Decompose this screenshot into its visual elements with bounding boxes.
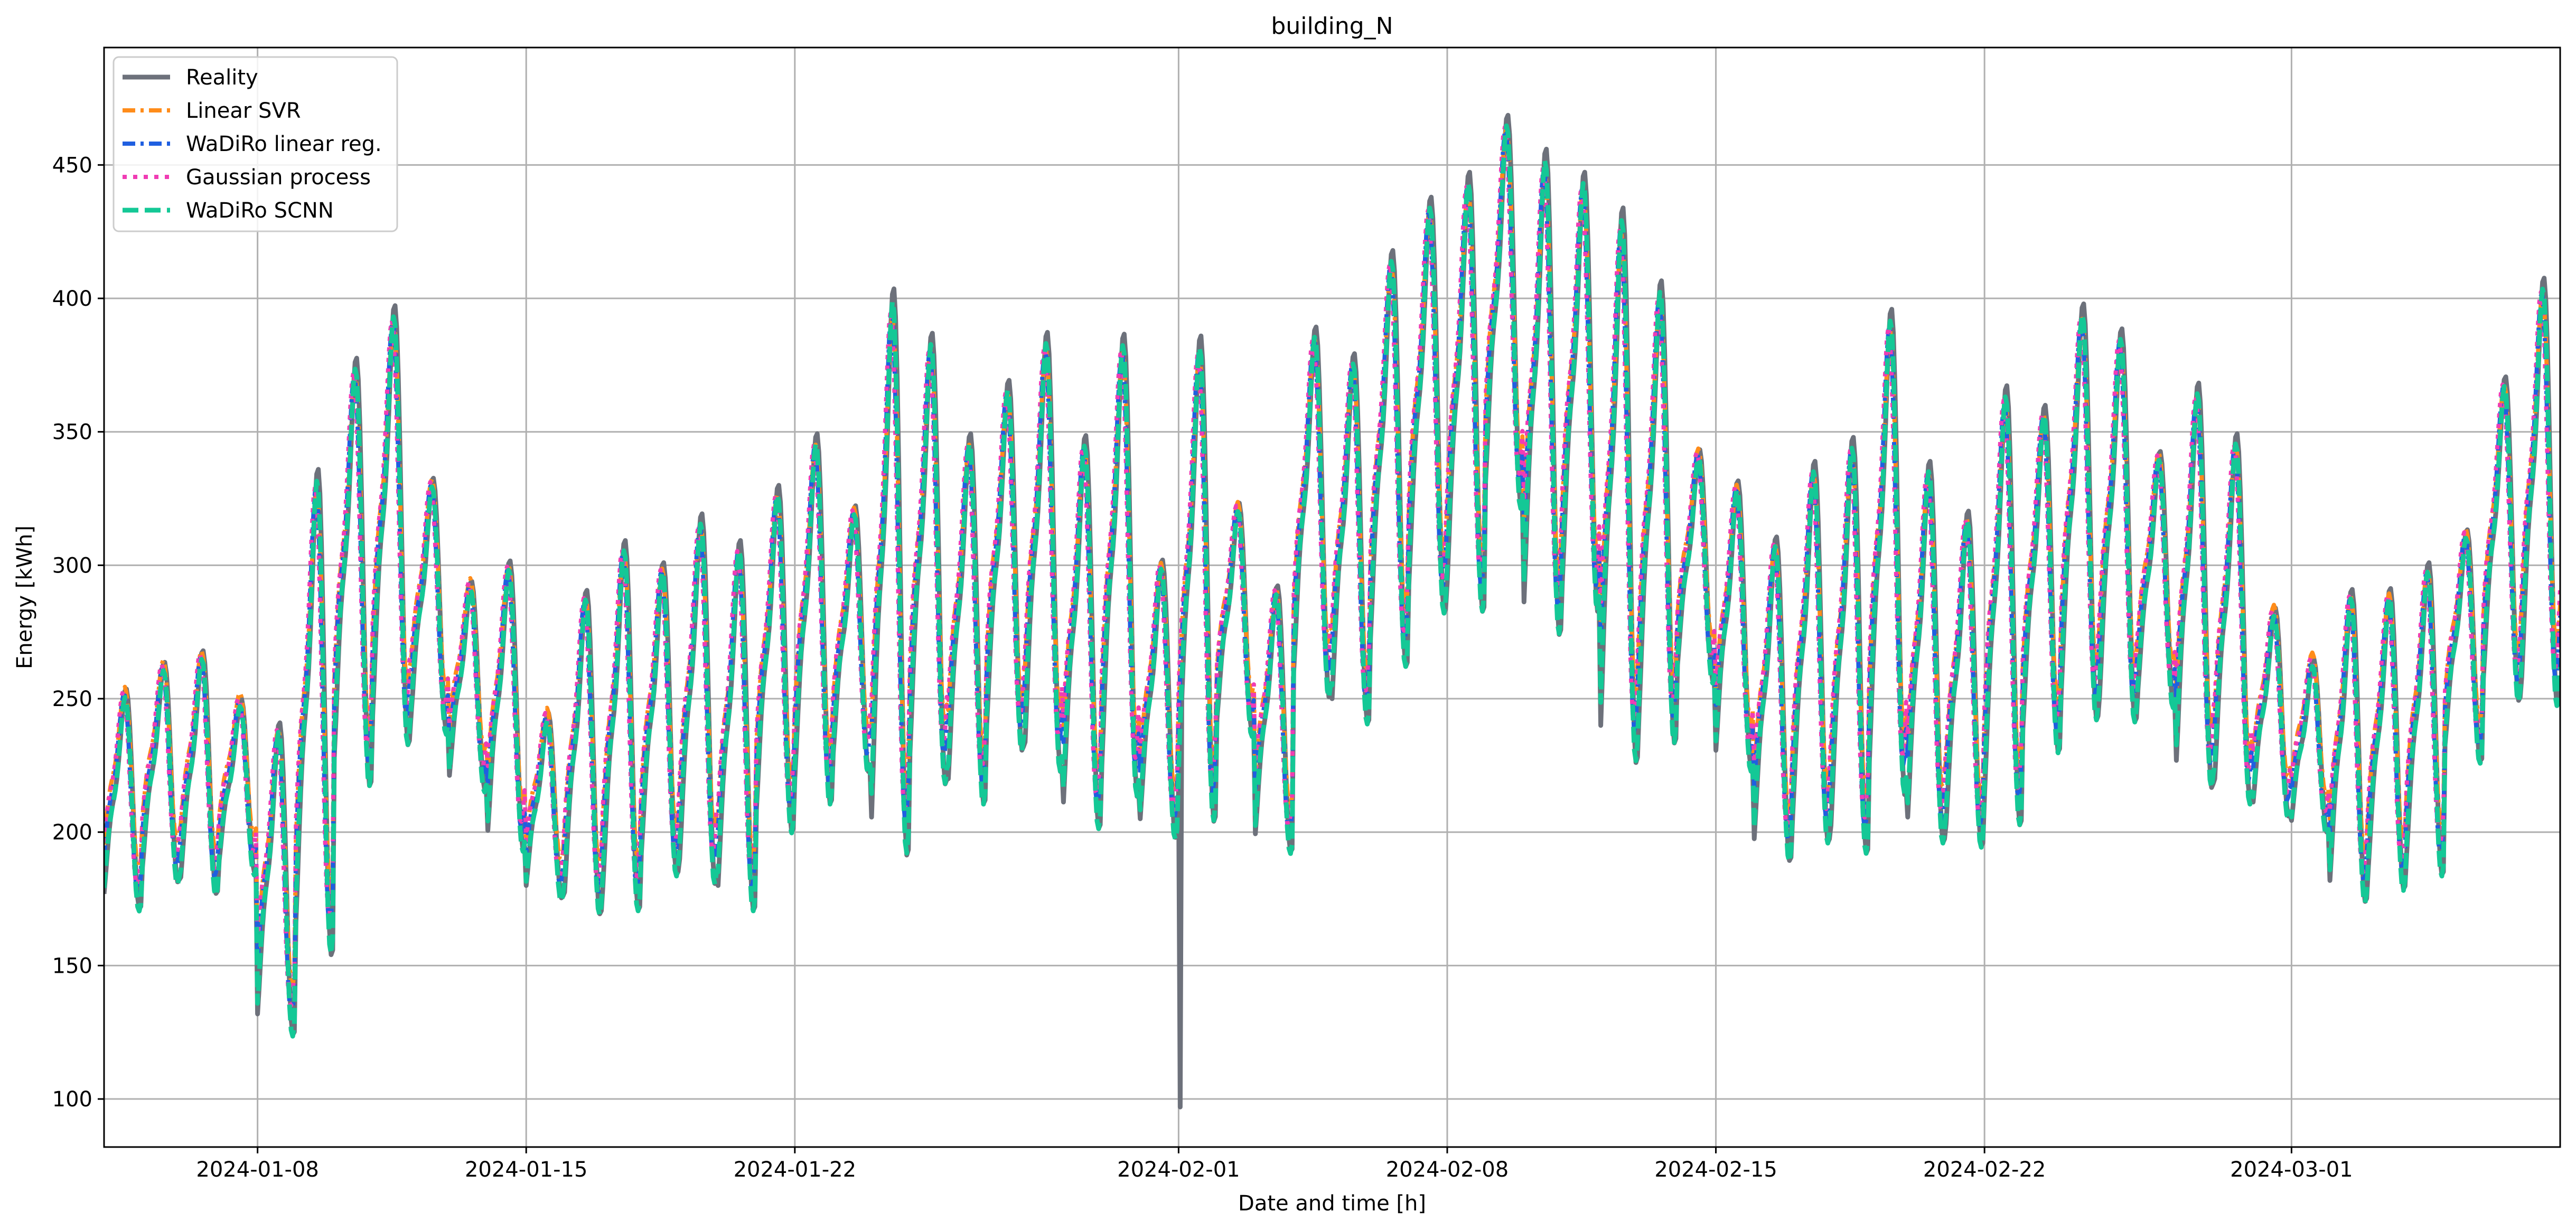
y-tick-label: 200: [52, 821, 92, 845]
legend-label: Linear SVR: [186, 99, 301, 123]
legend-label: Reality: [186, 65, 258, 90]
x-tick-label: 2024-02-22: [1923, 1158, 2046, 1182]
x-tick-label: 2024-01-08: [196, 1158, 319, 1182]
legend-label: WaDiRo linear reg.: [186, 132, 382, 156]
legend-label: Gaussian process: [186, 165, 371, 190]
x-tick-label: 2024-02-01: [1117, 1158, 1240, 1182]
legend: Reality Linear SVR WaDiRo linear reg. Gauss…: [113, 56, 398, 232]
y-tick-label: 300: [52, 553, 92, 578]
legend-frame: [113, 56, 398, 232]
legend-label: WaDiRo SCNN: [186, 199, 334, 223]
chart-title: building_N: [1271, 13, 1393, 40]
x-tick-label: 2024-01-15: [465, 1158, 587, 1182]
y-tick-label: 400: [52, 287, 92, 311]
x-tick-label: 2024-02-08: [1386, 1158, 1509, 1182]
x-tick-label: 2024-03-01: [2230, 1158, 2353, 1182]
y-tick-label: 350: [52, 420, 92, 445]
x-tick-label: 2024-01-22: [734, 1158, 856, 1182]
y-tick-label: 450: [52, 153, 92, 177]
x-tick-label: 2024-02-15: [1654, 1158, 1777, 1182]
y-tick-label: 150: [52, 954, 92, 978]
y-tick-label: 100: [52, 1087, 92, 1112]
gridlines: [104, 48, 2560, 1147]
series-line-wadiro-scnn: [104, 123, 2560, 1039]
plot-series-group: [104, 112, 2560, 1110]
y-tick-label: 250: [52, 687, 92, 711]
y-axis-label: Energy [kWh]: [13, 525, 37, 669]
series-line-gaussian-process: [104, 125, 2560, 1008]
x-axis-label: Date and time [h]: [1238, 1191, 1426, 1216]
x-axis-ticks: 2024-01-08 2024-01-15 2024-01-22 2024-02-01…: [196, 1147, 2353, 1182]
plot-frame: [103, 46, 2561, 1148]
y-axis-ticks: 100 150 200 250 300 350 400 450: [52, 153, 104, 1112]
